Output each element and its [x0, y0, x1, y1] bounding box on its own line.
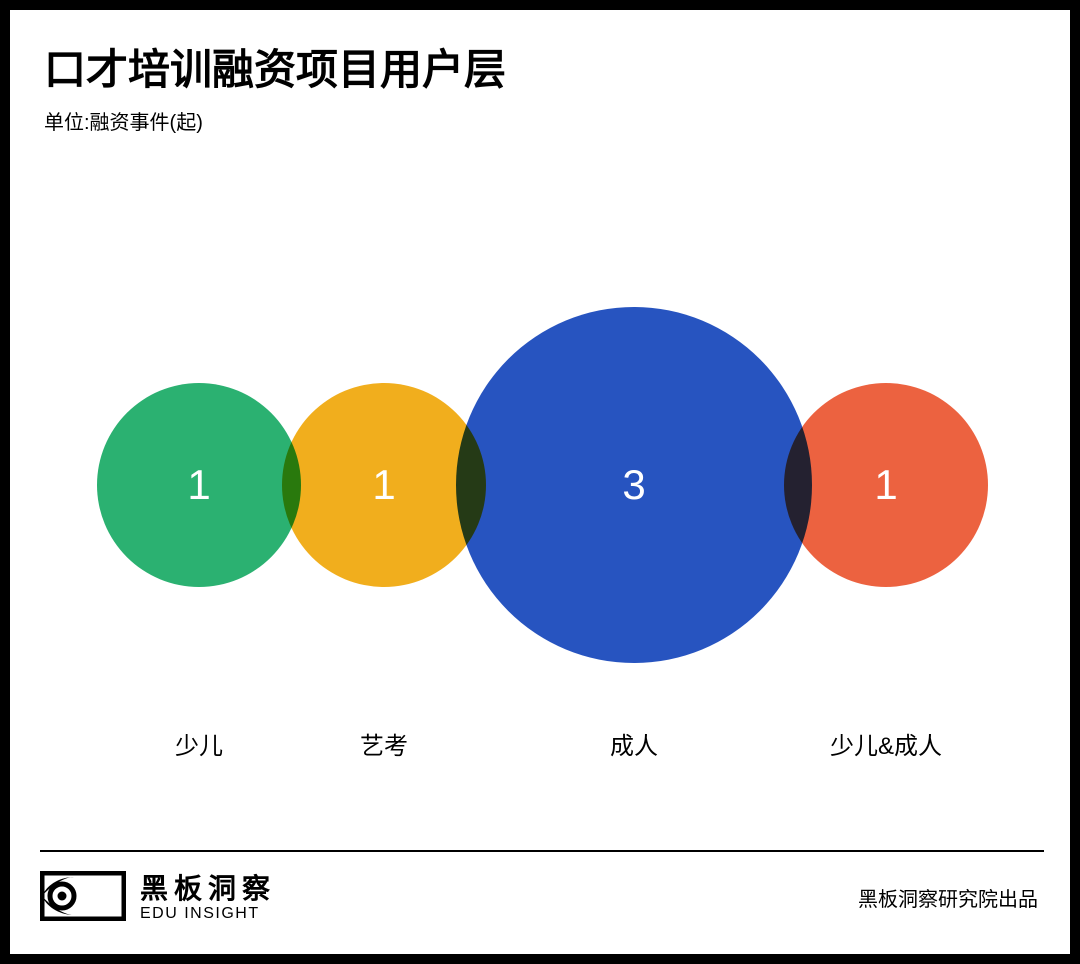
footer-divider	[40, 850, 1044, 852]
eye-icon	[40, 871, 126, 926]
brand-logo: 黑板洞察 EDU INSIGHT	[40, 871, 276, 926]
chart-frame: 口才培训融资项目用户层 单位:融资事件(起) 1131 少儿艺考成人少儿&成人 …	[0, 0, 1080, 964]
attribution-text: 黑板洞察研究院出品	[858, 883, 1038, 912]
bubble-labels: 少儿 艺考 成人 少儿&成人	[10, 10, 1070, 954]
category-label: 少儿	[175, 726, 223, 761]
brand-name-cn: 黑板洞察	[140, 874, 276, 903]
brand-name-en: EDU INSIGHT	[140, 906, 276, 923]
category-label: 艺考	[360, 726, 408, 761]
category-label: 成人	[610, 726, 658, 761]
category-label: 少儿&成人	[830, 726, 942, 761]
brand-text: 黑板洞察 EDU INSIGHT	[140, 874, 276, 922]
